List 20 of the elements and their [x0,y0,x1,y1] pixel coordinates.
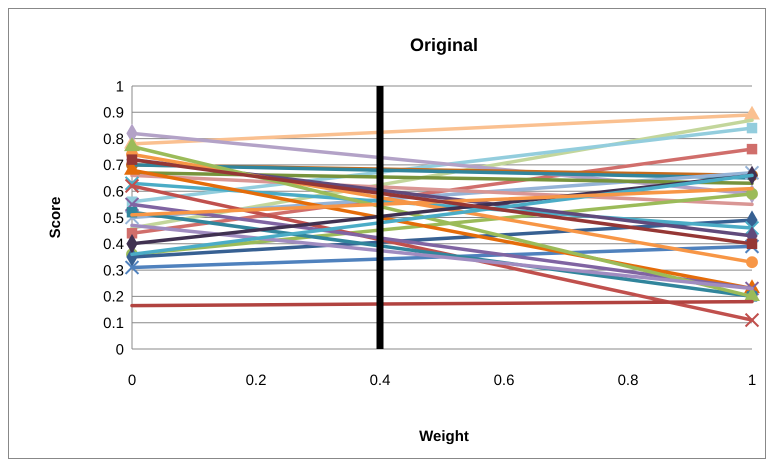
y-tick-label: 0.6 [103,183,124,200]
y-tick-label: 0.7 [103,157,124,174]
y-tick-label: 0.4 [103,236,124,254]
x-tick-label: 0.4 [370,372,390,389]
y-tick-label: 0.3 [103,262,124,280]
x-tick-label: 1 [748,372,756,389]
y-tick-label: 1 [116,78,124,96]
y-tick-label: 0 [116,341,124,358]
x-tick-label: 0.6 [494,372,514,389]
y-tick-label: 0.5 [103,210,124,227]
x-tick-label: 0.8 [618,372,638,389]
y-tick-label: 0.2 [103,288,124,306]
x-axis-title: Weight [419,428,469,445]
y-tick-label: 0.8 [103,130,124,148]
y-tick-label: 0.9 [103,104,124,122]
x-tick-label: 0 [128,372,136,389]
chart-title: Original [410,35,478,55]
y-tick-label: 0.1 [103,314,124,332]
x-tick-label: 0.2 [246,372,266,389]
y-axis-title: Score [47,196,64,238]
